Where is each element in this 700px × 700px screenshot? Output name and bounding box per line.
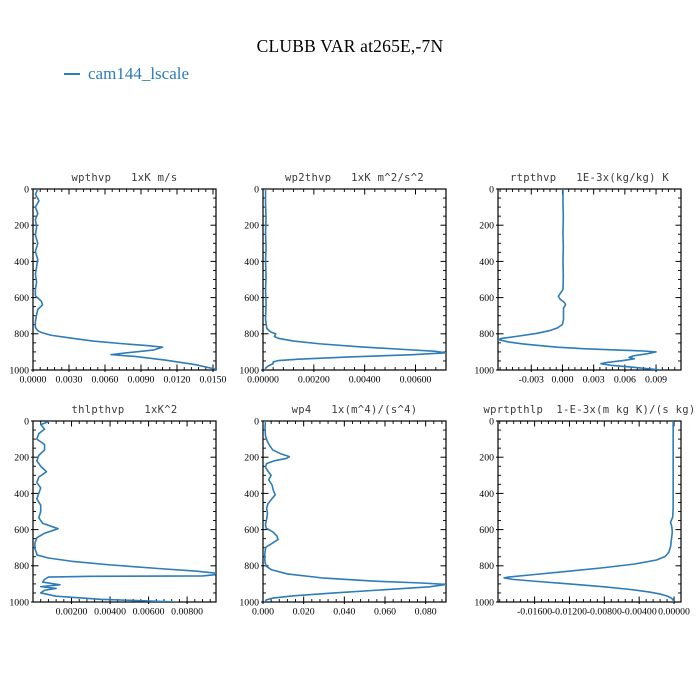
x-tick-label: 0.00000 xyxy=(658,607,690,618)
subplot-wp2thvp: wp2thvp 1xK m^2/s^2 0.00000 0.00200 0.0040… xyxy=(239,172,447,386)
x-tick-label: 0.0150 xyxy=(200,375,227,386)
y-tick-label: 200 xyxy=(14,221,29,232)
y-tick-label: 1000 xyxy=(474,365,494,376)
y-tick-label: 200 xyxy=(14,453,29,464)
x-tick-label: 0.003 xyxy=(583,375,605,386)
series-line xyxy=(503,421,674,602)
x-tick-label: 0.0060 xyxy=(92,375,119,386)
subplot-title: wp4 1x(m^4)/(s^4) xyxy=(292,404,418,416)
subplot-title: rtpthvp 1E-3x(kg/kg) K xyxy=(510,172,669,184)
legend-label: cam144_lscale xyxy=(88,64,190,83)
subplot-wpthvp: wpthvp 1xK m/s 0.0000 0.0030 0.0060 0.0090 0… xyxy=(9,172,226,386)
y-tick-label: 1000 xyxy=(9,365,29,376)
y-tick-label: 800 xyxy=(479,329,494,340)
legend-line-sample-icon xyxy=(64,73,80,75)
y-tick-label: 800 xyxy=(479,561,494,572)
y-tick-label: 200 xyxy=(244,453,259,464)
plot-box xyxy=(32,420,217,603)
legend: cam144_lscale xyxy=(64,64,189,84)
y-tick-label: 600 xyxy=(244,293,259,304)
y-tick-label: 600 xyxy=(14,293,29,304)
y-tick-label: 600 xyxy=(244,525,259,536)
x-tick-label: 0.060 xyxy=(374,607,396,618)
y-tick-label: 400 xyxy=(244,257,259,268)
y-tick-label: 0 xyxy=(254,416,259,427)
y-tick-label: 1000 xyxy=(9,597,29,608)
subplot-thlpthvp: thlpthvp 1xK^2 0.00200 0.00400 0.00600 0.00… xyxy=(9,404,217,618)
x-tick-label: -0.01600 xyxy=(517,607,552,618)
y-tick-label: 400 xyxy=(244,489,259,500)
x-tick-label: 0.009 xyxy=(645,375,667,386)
x-tick-label: 0.00600 xyxy=(133,607,165,618)
y-tick-label: 1000 xyxy=(239,597,259,608)
y-tick-label: 400 xyxy=(479,257,494,268)
y-tick-label: 0 xyxy=(489,184,494,195)
y-tick-label: 1000 xyxy=(239,365,259,376)
series-line xyxy=(34,189,216,370)
x-tick-label: -0.003 xyxy=(519,375,544,386)
y-tick-label: 200 xyxy=(244,221,259,232)
x-tick-label: 0.0090 xyxy=(128,375,155,386)
x-tick-label: 0.000 xyxy=(551,375,573,386)
y-tick-label: 0 xyxy=(254,184,259,195)
subplot-title: wprtpthlp 1-E-3x(m kg K)/(s kg) xyxy=(484,404,696,416)
y-tick-label: 600 xyxy=(479,525,494,536)
y-tick-label: 400 xyxy=(14,257,29,268)
x-tick-label: 0.00800 xyxy=(171,607,203,618)
subplot-title: thlpthvp 1xK^2 xyxy=(72,404,178,416)
x-tick-label: 0.000 xyxy=(252,607,274,618)
y-tick-label: 400 xyxy=(479,489,494,500)
x-tick-label: 0.020 xyxy=(293,607,315,618)
y-tick-label: 800 xyxy=(244,561,259,572)
x-tick-label: 0.00200 xyxy=(298,375,330,386)
y-tick-label: 200 xyxy=(479,453,494,464)
x-tick-label: 0.0030 xyxy=(56,375,83,386)
x-tick-label: 0.00600 xyxy=(400,375,432,386)
y-tick-label: 800 xyxy=(14,329,29,340)
subplot-wprtpthlp: wprtpthlp 1-E-3x(m kg K)/(s kg) -0.01600… xyxy=(474,404,695,618)
y-tick-label: 800 xyxy=(244,329,259,340)
x-tick-label: -0.00400 xyxy=(622,607,657,618)
x-tick-label: 0.00400 xyxy=(94,607,126,618)
x-tick-label: 0.080 xyxy=(415,607,437,618)
x-tick-label: -0.01200 xyxy=(552,607,587,618)
x-tick-label: 0.0120 xyxy=(164,375,191,386)
y-tick-label: 0 xyxy=(489,416,494,427)
plot-box xyxy=(32,188,217,371)
x-tick-label: 0.006 xyxy=(614,375,636,386)
subplot-title: wp2thvp 1xK m^2/s^2 xyxy=(285,172,424,184)
plot-box xyxy=(497,188,682,371)
subplot-wp4: wp4 1x(m^4)/(s^4) 0.000 0.020 0.040 0.060 0.… xyxy=(239,404,447,618)
subplot-rtpthvp: rtpthvp 1E-3x(kg/kg) K -0.003 0.000 0.003 0… xyxy=(474,172,682,386)
y-tick-label: 400 xyxy=(14,489,29,500)
x-tick-label: 0.00200 xyxy=(56,607,88,618)
subplot-title: wpthvp 1xK m/s xyxy=(72,172,178,184)
y-tick-label: 800 xyxy=(14,561,29,572)
x-tick-label: 0.00000 xyxy=(247,375,279,386)
series-line xyxy=(34,421,216,602)
x-tick-label: 0.00400 xyxy=(349,375,381,386)
y-tick-label: 600 xyxy=(479,293,494,304)
x-tick-label: -0.00800 xyxy=(587,607,622,618)
y-tick-label: 0 xyxy=(24,184,29,195)
series-line xyxy=(263,421,446,602)
plot-box xyxy=(262,188,447,371)
x-tick-label: 0.0000 xyxy=(20,375,47,386)
series-line xyxy=(264,189,446,370)
x-tick-label: 0.040 xyxy=(333,607,355,618)
y-tick-label: 600 xyxy=(14,525,29,536)
series-line xyxy=(498,189,663,370)
y-tick-label: 1000 xyxy=(474,597,494,608)
y-tick-label: 0 xyxy=(24,416,29,427)
page-title: CLUBB VAR at265E,-7N xyxy=(256,36,444,56)
y-tick-label: 200 xyxy=(479,221,494,232)
